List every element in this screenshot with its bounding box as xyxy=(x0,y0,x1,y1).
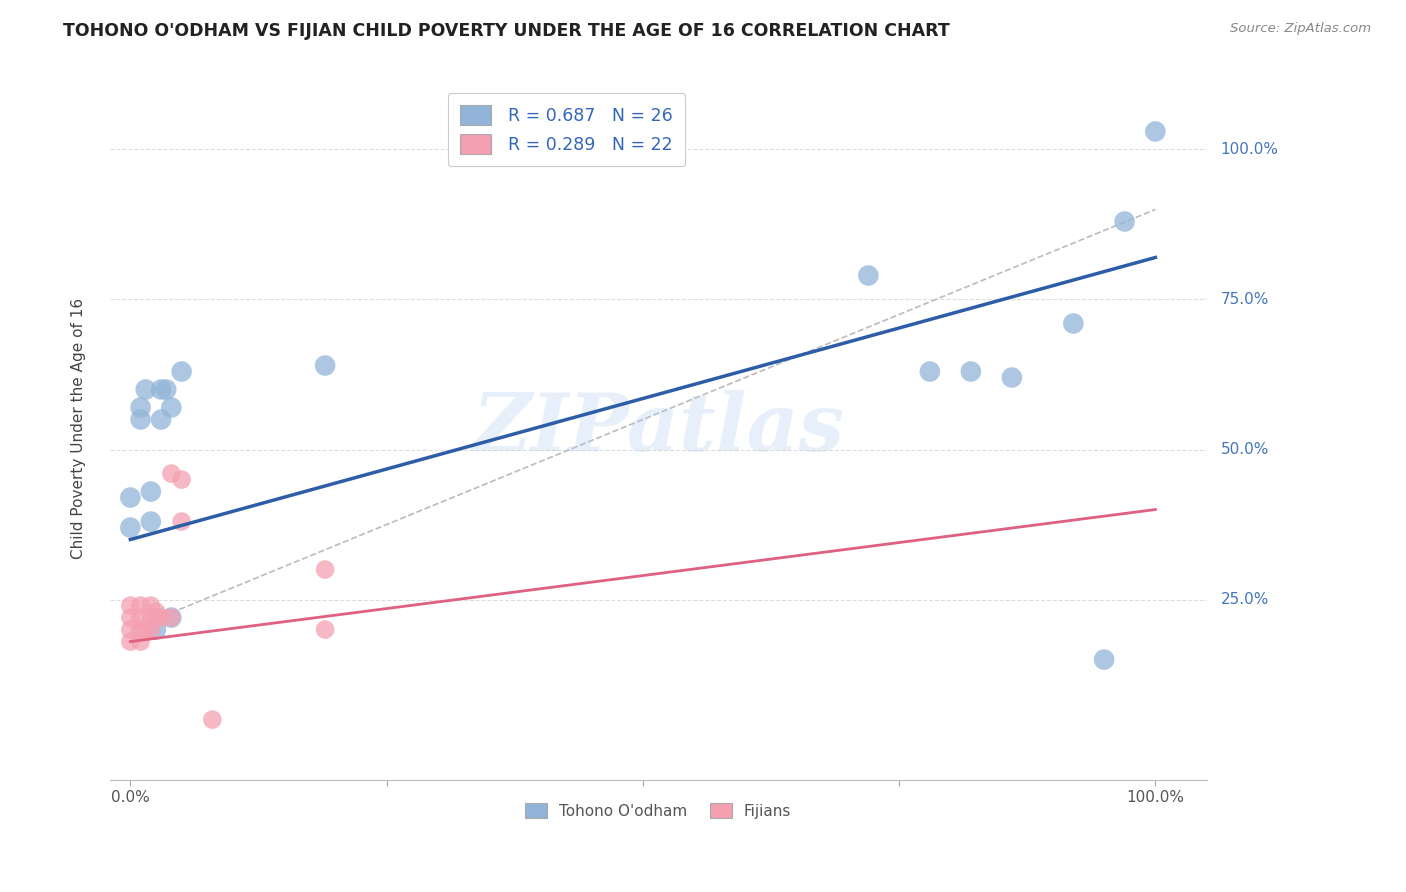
Point xyxy=(314,359,336,373)
Point xyxy=(145,605,167,619)
Point xyxy=(150,383,173,397)
Point xyxy=(1144,124,1167,138)
Point xyxy=(1062,317,1084,331)
Point xyxy=(135,623,157,637)
Point xyxy=(139,610,162,624)
Point xyxy=(129,610,152,624)
Point xyxy=(160,610,183,624)
Point xyxy=(139,623,162,637)
Point xyxy=(120,599,142,613)
Point xyxy=(139,515,162,529)
Point xyxy=(120,491,142,505)
Point xyxy=(155,383,177,397)
Point xyxy=(145,623,167,637)
Point xyxy=(120,634,142,648)
Point xyxy=(139,484,162,499)
Point xyxy=(1001,370,1024,384)
Point xyxy=(858,268,880,283)
Point xyxy=(918,364,941,378)
Point xyxy=(160,610,183,624)
Point xyxy=(129,634,152,648)
Point xyxy=(314,563,336,577)
Point xyxy=(170,515,193,529)
Point xyxy=(135,383,157,397)
Point xyxy=(129,599,152,613)
Text: ZIPatlas: ZIPatlas xyxy=(472,390,845,467)
Text: Source: ZipAtlas.com: Source: ZipAtlas.com xyxy=(1230,22,1371,36)
Y-axis label: Child Poverty Under the Age of 16: Child Poverty Under the Age of 16 xyxy=(72,298,86,559)
Point xyxy=(139,599,162,613)
Text: 100.0%: 100.0% xyxy=(1220,142,1278,157)
Point xyxy=(129,623,152,637)
Point xyxy=(145,610,167,624)
Point xyxy=(160,401,183,415)
Point xyxy=(1114,214,1136,228)
Point xyxy=(314,623,336,637)
Point xyxy=(129,412,152,426)
Text: 25.0%: 25.0% xyxy=(1220,592,1268,607)
Point xyxy=(120,610,142,624)
Point xyxy=(160,467,183,481)
Point xyxy=(120,520,142,534)
Point xyxy=(120,623,142,637)
Point xyxy=(1092,652,1115,666)
Text: 50.0%: 50.0% xyxy=(1220,442,1268,457)
Point xyxy=(201,713,224,727)
Point xyxy=(150,610,173,624)
Text: 75.0%: 75.0% xyxy=(1220,292,1268,307)
Legend: Tohono O'odham, Fijians: Tohono O'odham, Fijians xyxy=(519,797,797,824)
Point xyxy=(170,364,193,378)
Point xyxy=(960,364,983,378)
Text: TOHONO O'ODHAM VS FIJIAN CHILD POVERTY UNDER THE AGE OF 16 CORRELATION CHART: TOHONO O'ODHAM VS FIJIAN CHILD POVERTY U… xyxy=(63,22,950,40)
Point xyxy=(170,473,193,487)
Point xyxy=(129,401,152,415)
Point xyxy=(150,412,173,426)
